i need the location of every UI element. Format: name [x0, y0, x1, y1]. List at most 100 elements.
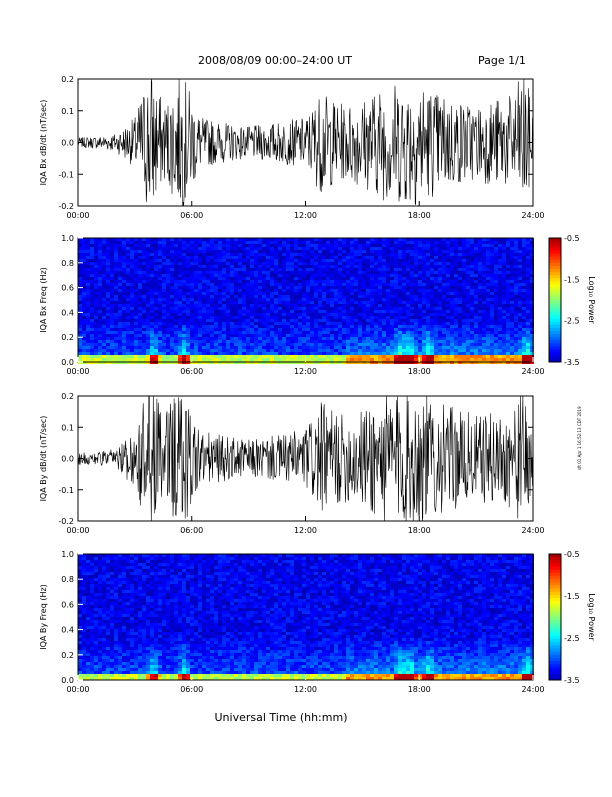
spectrogram-cell — [510, 262, 514, 265]
spectrogram-cell — [502, 301, 506, 304]
spectrogram-cell — [478, 274, 482, 277]
spectrogram-cell — [286, 358, 290, 361]
spectrogram-cell — [78, 298, 82, 301]
spectrogram-cell — [474, 337, 478, 340]
spectrogram-cell — [454, 256, 458, 259]
spectrogram-cell — [134, 337, 138, 340]
spectrogram-cell — [378, 328, 382, 331]
spectrogram-cell — [218, 301, 222, 304]
spectrogram-cell — [250, 286, 254, 289]
spectrogram-cell — [402, 328, 406, 331]
spectrogram-cell — [86, 247, 90, 250]
spectrogram-cell — [186, 301, 190, 304]
spectrogram-cell — [346, 340, 350, 343]
spectrogram-cell — [114, 265, 118, 268]
spectrogram-cell — [510, 292, 514, 295]
spectrogram-cell — [522, 334, 526, 337]
spectrogram-cell — [90, 301, 94, 304]
spectrogram-cell — [162, 274, 166, 277]
spectrogram-cell — [330, 256, 334, 259]
spectrogram-cell — [186, 343, 190, 346]
spectrogram-cell — [342, 313, 346, 316]
spectrogram-cell — [106, 250, 110, 253]
spectrogram-cell — [342, 322, 346, 325]
spectrogram-cell — [230, 268, 234, 271]
spectrogram-cell — [142, 355, 146, 358]
spectrogram-cell — [310, 286, 314, 289]
spectrogram-cell — [426, 301, 430, 304]
spectrogram-cell — [482, 346, 486, 349]
spectrogram-cell — [310, 247, 314, 250]
spectrogram-cell — [206, 337, 210, 340]
spectrogram-cell — [146, 262, 150, 265]
spectrogram-cell — [418, 241, 422, 244]
spectrogram-cell — [190, 343, 194, 346]
spectrogram-cell — [294, 241, 298, 244]
spectrogram-cell — [134, 283, 138, 286]
spectrogram-cell — [466, 271, 470, 274]
spectrogram-cell — [330, 274, 334, 277]
spectrogram-cell — [390, 256, 394, 259]
colorbar-step — [549, 257, 561, 261]
spectrogram-cell — [110, 301, 114, 304]
spectrogram-cell — [494, 334, 498, 337]
spectrogram-cell — [482, 310, 486, 313]
spectrogram-cell — [298, 310, 302, 313]
spectrogram-cell — [122, 295, 126, 298]
spectrogram-cell — [362, 307, 366, 310]
spectrogram-cell — [258, 337, 262, 340]
spectrogram-cell — [106, 358, 110, 361]
spectrogram-cell — [526, 316, 530, 319]
spectrogram-cell — [86, 265, 90, 268]
colorbar-step — [549, 278, 561, 282]
spectrogram-cell — [78, 593, 82, 596]
spectrogram-cell — [266, 256, 270, 259]
spectrogram-cell — [234, 289, 238, 292]
y-tick-label: 0.2 — [61, 392, 74, 401]
spectrogram-cell — [122, 346, 126, 349]
spectrogram-cell — [202, 304, 206, 307]
spectrogram-cell — [170, 352, 174, 355]
spectrogram-cell — [286, 271, 290, 274]
spectrogram-cell — [310, 304, 314, 307]
spectrogram-cell — [282, 244, 286, 247]
spectrogram-cell — [346, 331, 350, 334]
spectrogram-cell — [182, 325, 186, 328]
spectrogram-cell — [302, 352, 306, 355]
spectrogram-cell — [410, 325, 414, 328]
spectrogram-cell — [170, 277, 174, 280]
spectrogram-cell — [186, 280, 190, 283]
spectrogram-cell — [174, 286, 178, 289]
spectrogram-cell — [410, 259, 414, 262]
spectrogram-cell — [278, 253, 282, 256]
spectrogram-cell — [378, 349, 382, 352]
spectrogram-cell — [178, 274, 182, 277]
spectrogram-cell — [514, 262, 518, 265]
spectrogram-cell — [114, 277, 118, 280]
spectrogram-cell — [78, 358, 82, 361]
spectrogram-cell — [454, 334, 458, 337]
spectrogram-cell — [378, 271, 382, 274]
spectrogram-cell — [262, 304, 266, 307]
spectrogram-cell — [102, 343, 106, 346]
spectrogram-cell — [482, 247, 486, 250]
spectrogram-cell — [366, 346, 370, 349]
spectrogram-cell — [278, 268, 282, 271]
spectrogram-cell — [198, 301, 202, 304]
spectrogram-cell — [374, 349, 378, 352]
spectrogram-cell — [418, 325, 422, 328]
spectrogram-cell — [450, 277, 454, 280]
spectrogram-cell — [290, 292, 294, 295]
spectrogram-cell — [374, 358, 378, 361]
spectrogram-cell — [158, 298, 162, 301]
spectrogram-cell — [154, 286, 158, 289]
spectrogram-cell — [210, 271, 214, 274]
spectrogram-cell — [210, 262, 214, 265]
spectrogram-cell — [174, 295, 178, 298]
spectrogram-cell — [430, 331, 434, 334]
spectrogram-cell — [518, 307, 522, 310]
spectrogram-cell — [354, 325, 358, 328]
spectrogram-cell — [494, 355, 498, 358]
spectrogram-cell — [454, 286, 458, 289]
spectrogram-cell — [298, 256, 302, 259]
